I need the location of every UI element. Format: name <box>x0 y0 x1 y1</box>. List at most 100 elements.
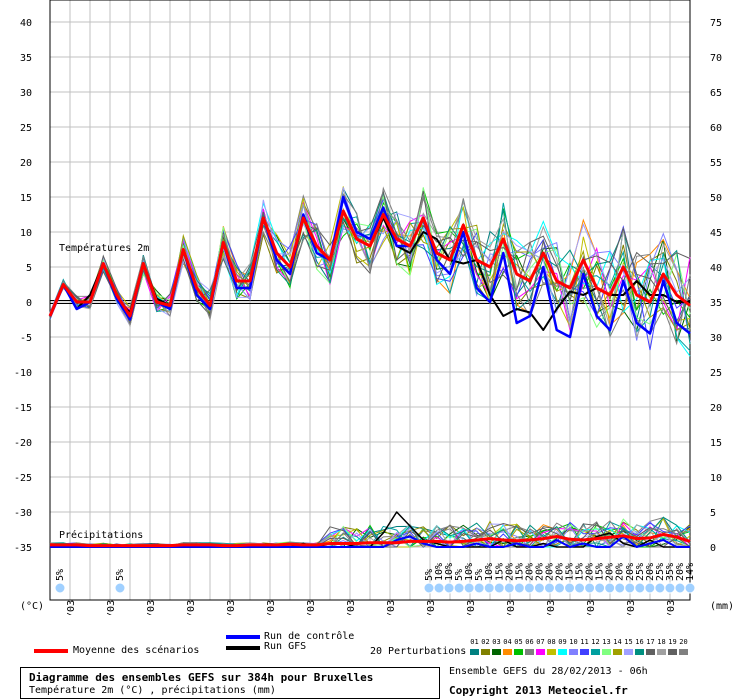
snow-icon <box>614 582 626 594</box>
right-tick-label: 75 <box>710 18 722 29</box>
member-swatch <box>481 649 490 655</box>
right-tick-label: 65 <box>710 88 722 99</box>
member-number: 14 <box>613 638 622 646</box>
legend-control-label: Run de contrôle <box>264 631 355 642</box>
snow-probability: 25% <box>635 563 646 581</box>
member-precip-line <box>49 522 691 548</box>
snow-icon <box>554 582 565 594</box>
snow-icon <box>574 582 586 594</box>
member-swatch <box>536 649 545 655</box>
snow-probability: 15% <box>575 563 586 581</box>
date-tick-label: 07/03 <box>306 600 317 615</box>
member-swatch <box>470 649 479 655</box>
date-tick-label: 11/03 <box>466 600 477 615</box>
snow-icon <box>564 582 576 594</box>
snow-probability: 20% <box>615 563 626 581</box>
member-temp-line <box>49 187 691 329</box>
snow-probability: 5% <box>55 569 66 581</box>
right-tick-label: 35 <box>710 298 722 309</box>
snow-probability: 15% <box>514 563 525 581</box>
legend-mean-label: Moyenne des scénarios <box>73 645 200 656</box>
member-number: 15 <box>624 638 633 646</box>
snow-icon <box>463 582 475 594</box>
snow-icon <box>513 582 525 594</box>
snow-probability: 20% <box>544 563 555 581</box>
member-number: 05 <box>514 638 523 646</box>
date-tick-label: 08/03 <box>346 600 357 615</box>
right-tick-label: 0 <box>710 543 716 554</box>
date-tick-label: 09/03 <box>386 600 397 615</box>
snow-icon <box>674 582 686 594</box>
member-swatch <box>525 649 534 655</box>
precipitation-label: Précipitations <box>59 529 143 541</box>
member-swatch <box>514 649 523 655</box>
member-number: 12 <box>591 638 600 646</box>
snow-icon <box>443 582 455 594</box>
snow-icon <box>584 582 596 594</box>
left-tick-label: 30 <box>20 88 32 99</box>
left-tick-label: 40 <box>20 18 32 29</box>
left-tick-label: -5 <box>20 333 32 344</box>
snow-probability: 10% <box>464 563 475 581</box>
left-axis-unit: (°C) <box>20 601 44 612</box>
right-tick-label: 10 <box>710 473 722 484</box>
snow-icon <box>634 582 646 594</box>
left-tick-label: 20 <box>20 158 32 169</box>
member-swatch <box>679 649 688 655</box>
snow-icon <box>594 582 606 594</box>
snow-probability: 5% <box>474 569 485 581</box>
member-swatch <box>547 649 556 655</box>
snow-probability: 10% <box>484 563 495 581</box>
snow-probability: 20% <box>585 563 596 581</box>
left-tick-label: 5 <box>26 263 32 274</box>
snow-probability: 20% <box>645 563 656 581</box>
snow-probability: 20% <box>504 563 515 581</box>
member-temp-line <box>49 197 691 351</box>
mean-precip-line <box>50 532 691 548</box>
snow-icon <box>543 582 555 594</box>
left-tick-label: 25 <box>20 123 32 134</box>
date-tick-label: 14/03 <box>586 600 597 615</box>
snow-probability: 20% <box>605 563 616 581</box>
member-number: 03 <box>492 638 501 646</box>
snow-icon <box>523 582 535 594</box>
member-number: 17 <box>646 638 655 646</box>
member-number: 10 <box>569 638 578 646</box>
date-tick-label: 04/03 <box>186 600 197 615</box>
date-tick-label: 16/03 <box>666 600 677 615</box>
snow-icon <box>684 582 696 594</box>
snow-probability: 25% <box>655 563 666 581</box>
member-number: 07 <box>536 638 545 646</box>
member-number: 16 <box>635 638 644 646</box>
right-axis-unit: (mm) <box>710 601 734 612</box>
member-number: 20 <box>679 638 688 646</box>
legend-perturbations-label: 20 Perturbations <box>370 646 467 657</box>
snow-probability: 20% <box>675 563 686 581</box>
left-tick-label: -30 <box>14 508 32 519</box>
snow-probability: 15% <box>494 563 505 581</box>
right-tick-label: 45 <box>710 228 722 239</box>
main-lines <box>48 195 691 548</box>
left-tick-label: 10 <box>20 228 32 239</box>
member-swatch <box>646 649 655 655</box>
legend-gfs-label: Run GFS <box>264 641 307 652</box>
snow-icon <box>433 582 445 594</box>
right-tick-label: 25 <box>710 368 722 379</box>
right-tick-label: 60 <box>710 123 722 134</box>
left-tick-label: -15 <box>14 403 32 414</box>
right-tick-label: 70 <box>710 53 722 64</box>
date-tick-label: 15/03 <box>626 600 637 615</box>
member-swatch <box>635 649 644 655</box>
snow-icon <box>604 582 616 594</box>
ensemble-info: Ensemble GEFS du 28/02/2013 - 06h <box>449 666 648 677</box>
snow-icon <box>624 582 636 594</box>
member-swatch <box>503 649 512 655</box>
member-swatch <box>668 649 677 655</box>
date-tick-label: 12/03 <box>506 600 517 615</box>
member-swatch <box>492 649 501 655</box>
date-tick-label: 03/03 <box>146 600 157 615</box>
snow-probability: 20% <box>555 563 566 581</box>
left-tick-label: 0 <box>26 298 32 309</box>
member-swatch <box>613 649 622 655</box>
